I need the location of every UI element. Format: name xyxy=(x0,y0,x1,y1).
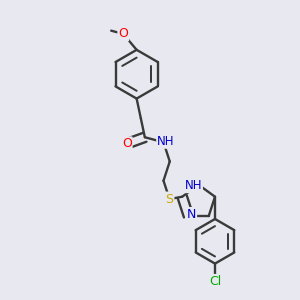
Text: NH: NH xyxy=(184,179,202,192)
Text: NH: NH xyxy=(157,135,175,148)
Text: N: N xyxy=(187,208,196,221)
Text: O: O xyxy=(122,137,132,150)
Text: S: S xyxy=(166,193,173,206)
Text: O: O xyxy=(118,27,128,40)
Text: Cl: Cl xyxy=(209,275,221,288)
